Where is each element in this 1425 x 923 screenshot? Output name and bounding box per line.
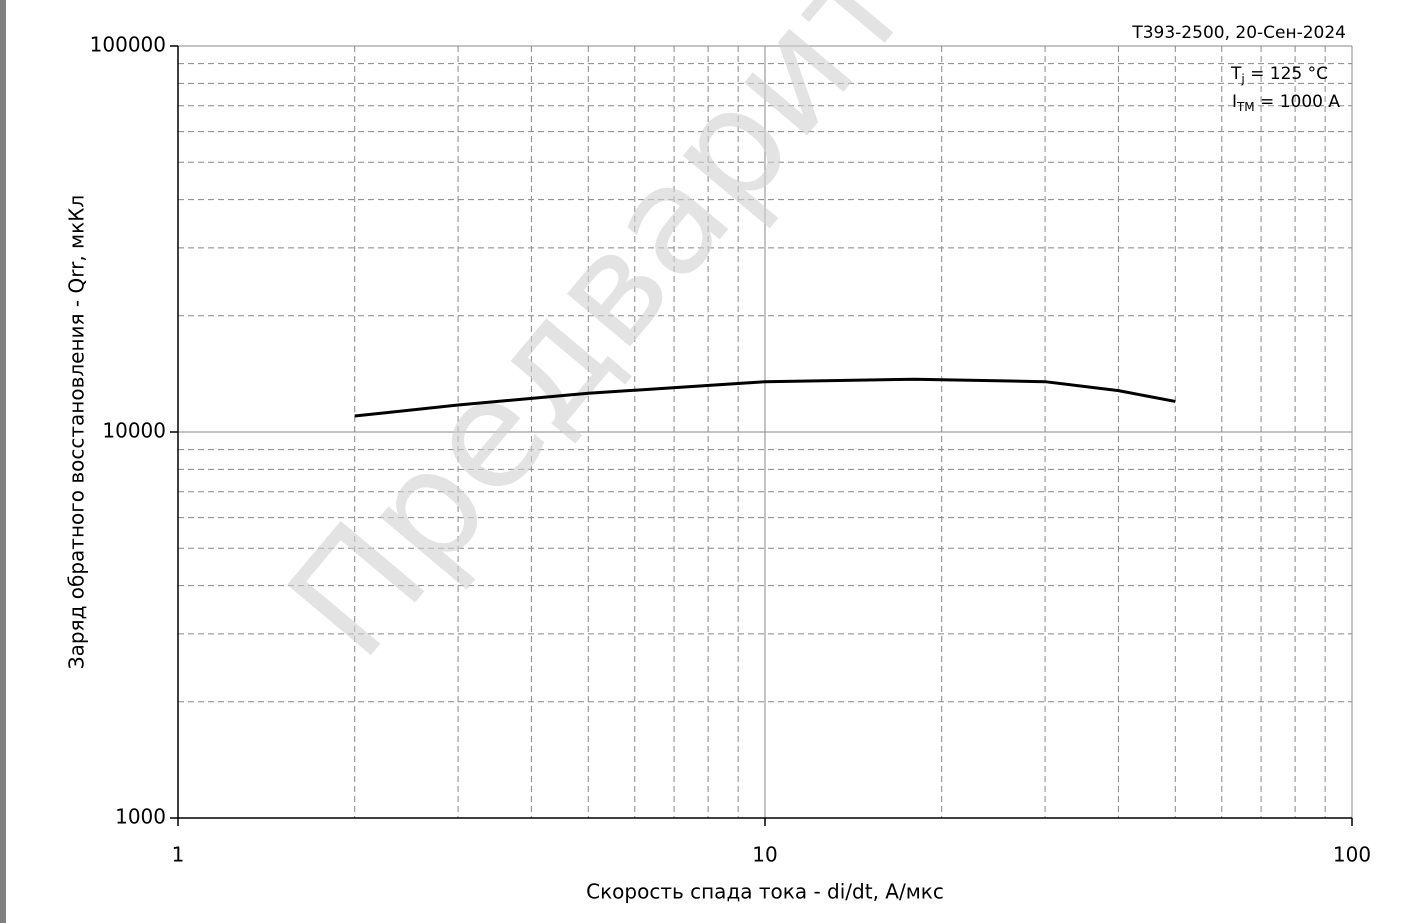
plot-area	[177, 45, 1353, 819]
frame-edge	[0, 0, 6, 923]
x-tick-label: 1	[172, 843, 185, 867]
x-axis-label: Скорость спада тока - di/dt, А/мкс	[586, 880, 944, 904]
y-tick-label: 100000	[90, 33, 166, 57]
y-tick-label: 10000	[102, 419, 166, 443]
annotation-text: = 1000 A	[1255, 92, 1341, 112]
y-tick-label: 1000	[115, 805, 166, 829]
annotation: Tj = 125 °C	[1230, 64, 1328, 86]
symbol: T	[1230, 64, 1242, 84]
symbol: I	[1232, 92, 1237, 112]
subscript: TM	[1236, 100, 1255, 114]
y-axis-label: Заряд обратного восстановления - Qrr, мк…	[65, 195, 89, 669]
x-tick-label: 10	[752, 843, 777, 867]
annotation: Т393-2500, 20-Сен-2024	[1131, 23, 1346, 43]
annotation: ITM = 1000 A	[1232, 92, 1340, 114]
x-tick-label: 100	[1333, 843, 1371, 867]
subscript: j	[1240, 72, 1244, 86]
annotation-text: = 125 °C	[1245, 64, 1328, 84]
data-line	[354, 377, 1176, 418]
